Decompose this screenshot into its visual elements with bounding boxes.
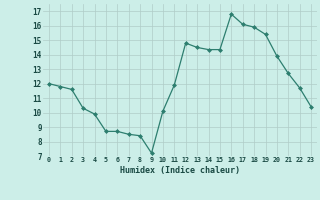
X-axis label: Humidex (Indice chaleur): Humidex (Indice chaleur)	[120, 166, 240, 175]
